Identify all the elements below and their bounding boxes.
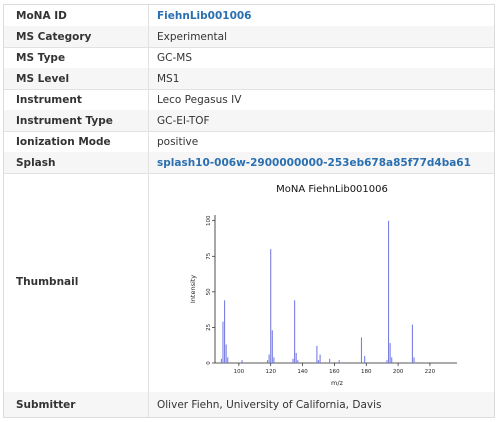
value-instrument: Leco Pegasus IV	[157, 94, 242, 106]
row-thumbnail: Thumbnail MoNA FiehnLib001006 0 25 50 75 100…	[4, 173, 494, 393]
value-instrument-type: GC-EI-TOF	[157, 115, 210, 127]
y-axis-label: Intensity	[189, 275, 197, 303]
spectrum-thumbnail-chart: MoNA FiehnLib001006 0 25 50 75 100 100 120 140…	[189, 184, 457, 387]
label-ms-level: MS Level	[16, 73, 70, 85]
row-instrument-type: Instrument Type GC-EI-TOF	[4, 110, 494, 132]
y-tick-label: 50	[206, 288, 212, 295]
label-ionization-mode: Ionization Mode	[16, 136, 111, 148]
row-ms-level: MS Level MS1	[4, 68, 494, 90]
x-tick-label: 160	[329, 369, 340, 375]
value-submitter: Oliver Fiehn, University of California, …	[157, 399, 382, 411]
label-instrument-type: Instrument Type	[16, 115, 113, 127]
label-splash: Splash	[16, 157, 56, 169]
x-axis-ticks: 100 120 140 160 180 200 220	[234, 363, 436, 375]
splash-link[interactable]: splash10-006w-2900000000-253eb678a85f77d…	[157, 157, 471, 169]
mona-id-link[interactable]: FiehnLib001006	[157, 10, 252, 22]
y-axis-ticks: 0 25 50 75 100	[206, 215, 215, 365]
x-tick-label: 200	[393, 369, 404, 375]
x-tick-label: 100	[234, 369, 245, 375]
row-submitter: Submitter Oliver Fiehn, University of Ca…	[4, 392, 494, 417]
value-ms-level: MS1	[157, 73, 180, 85]
label-ms-type: MS Type	[16, 52, 66, 64]
y-tick-label: 75	[206, 252, 212, 259]
x-axis-label: m/z	[331, 379, 344, 387]
value-ms-type: GC-MS	[157, 52, 192, 64]
row-ms-type: MS Type GC-MS	[4, 47, 494, 69]
y-tick-label: 25	[206, 323, 212, 330]
row-mona-id: MoNA ID FiehnLib001006	[4, 5, 494, 27]
row-ms-category: MS Category Experimental	[4, 26, 494, 48]
value-ionization-mode: positive	[157, 136, 199, 148]
y-tick-label: 100	[206, 215, 212, 226]
chart-title: MoNA FiehnLib001006	[276, 184, 388, 195]
row-instrument: Instrument Leco Pegasus IV	[4, 89, 494, 111]
row-ionization-mode: Ionization Mode positive	[4, 131, 494, 153]
x-tick-label: 120	[265, 369, 276, 375]
value-ms-category: Experimental	[157, 31, 228, 43]
x-tick-label: 140	[297, 369, 308, 375]
label-thumbnail: Thumbnail	[16, 276, 79, 288]
column-divider	[148, 5, 149, 417]
spectrum-peaks	[220, 220, 415, 363]
y-tick-label: 0	[206, 361, 212, 365]
label-submitter: Submitter	[16, 399, 76, 411]
x-tick-label: 220	[425, 369, 436, 375]
label-instrument: Instrument	[16, 94, 82, 106]
row-splash: Splash splash10-006w-2900000000-253eb678…	[4, 152, 494, 174]
label-ms-category: MS Category	[16, 31, 92, 43]
label-mona-id: MoNA ID	[16, 10, 67, 22]
x-tick-label: 180	[361, 369, 372, 375]
spectrum-metadata-table: MoNA ID FiehnLib001006 MS Category Exper…	[3, 4, 495, 418]
